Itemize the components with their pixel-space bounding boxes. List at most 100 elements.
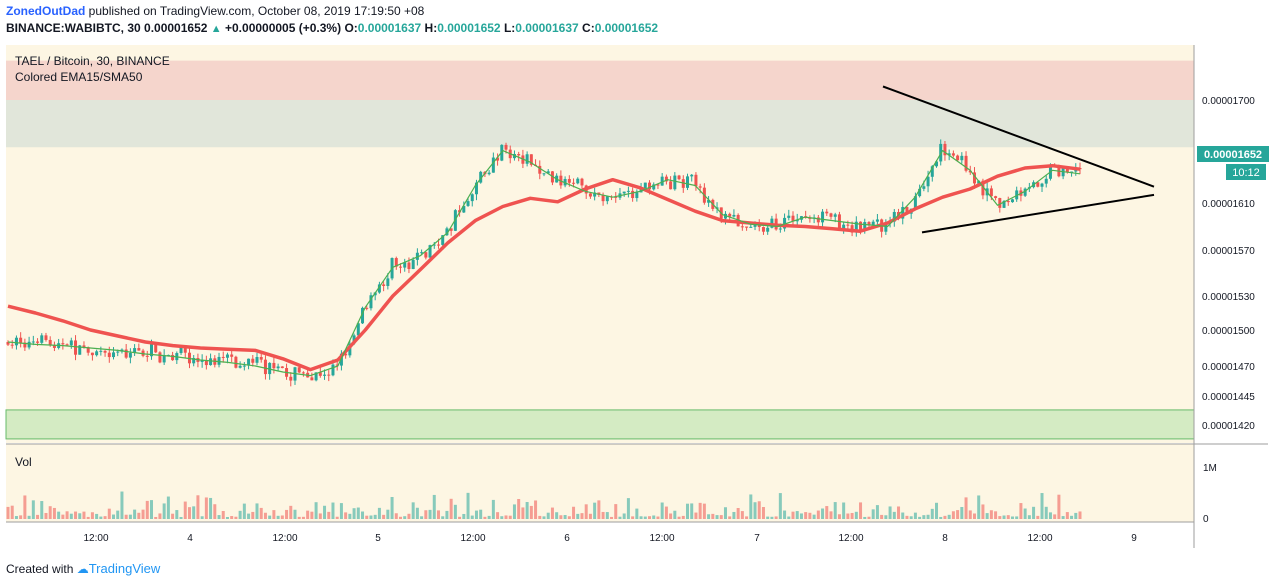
author-link[interactable]: ZonedOutDad xyxy=(6,4,86,18)
candle-body xyxy=(149,344,153,357)
candle-body xyxy=(685,176,689,188)
volume-bar xyxy=(935,502,939,519)
indicator-legend[interactable]: Colored EMA15/SMA50 xyxy=(15,70,143,84)
volume-bar xyxy=(639,516,643,519)
volume-bar xyxy=(166,496,170,519)
candle-body xyxy=(740,226,744,228)
candle-body xyxy=(217,356,221,365)
volume-bar xyxy=(441,516,445,519)
series-legend[interactable]: TAEL / Bitcoin, 30, BINANCE xyxy=(15,54,170,68)
volume-bar xyxy=(728,516,732,519)
volume-bar xyxy=(576,513,580,519)
volume-bar xyxy=(584,504,588,519)
candle-body xyxy=(783,217,787,229)
candle-body xyxy=(504,144,508,150)
volume-bar xyxy=(837,514,841,519)
volume-bar xyxy=(390,496,394,519)
volume-bar xyxy=(652,515,656,519)
candle-body xyxy=(1040,183,1044,187)
volume-bar xyxy=(331,502,335,519)
x-axis-label: 12:00 xyxy=(838,533,863,544)
volume-bar xyxy=(1078,511,1082,519)
candle-body xyxy=(778,228,782,230)
candle-body xyxy=(989,188,993,197)
candle-body xyxy=(234,356,238,368)
volume-bar xyxy=(745,516,749,519)
candle-body xyxy=(263,359,267,375)
candle-body xyxy=(859,221,863,231)
volume-bar xyxy=(711,513,715,519)
tradingview-brand[interactable]: TradingView xyxy=(88,561,161,576)
volume-bar xyxy=(213,504,217,519)
candle-body xyxy=(162,355,166,363)
volume-bar xyxy=(204,497,208,519)
volume-bar xyxy=(112,514,116,519)
ema15-line xyxy=(7,150,1081,377)
volume-bar xyxy=(1019,503,1023,519)
volume-bar xyxy=(420,516,424,519)
candle-body xyxy=(323,374,327,376)
candle-body xyxy=(905,207,909,214)
volume-bar xyxy=(736,507,740,519)
candle-body xyxy=(479,171,483,183)
candle-body xyxy=(470,194,474,202)
created-with-text: Created with xyxy=(6,562,74,576)
candle-body xyxy=(913,196,917,209)
volume-bar xyxy=(310,511,314,519)
y-axis-label: 0.00001445 xyxy=(1202,392,1255,403)
volume-bar xyxy=(449,498,453,519)
volume-bar xyxy=(804,512,808,519)
candle-body xyxy=(487,172,491,175)
candle-body xyxy=(994,196,998,199)
candle-body xyxy=(745,226,749,228)
candle-body xyxy=(1065,168,1069,173)
volume-bar xyxy=(643,516,647,519)
candle-body xyxy=(377,284,381,293)
volume-legend[interactable]: Vol xyxy=(15,455,32,469)
volume-bar xyxy=(187,507,191,519)
low-label: L: xyxy=(503,21,516,35)
candle-body xyxy=(496,157,500,161)
volume-bar xyxy=(27,515,31,519)
candle-body xyxy=(517,154,521,156)
triangle-lower-line[interactable] xyxy=(921,193,1155,234)
volume-bar xyxy=(297,516,301,519)
candle-body xyxy=(318,372,322,376)
volume-bar xyxy=(871,509,875,519)
candle-body xyxy=(863,222,867,231)
volume-bar xyxy=(787,516,791,519)
candle-body xyxy=(238,365,242,368)
volume-bar xyxy=(512,504,516,519)
candle-body xyxy=(99,350,103,352)
candle-body xyxy=(344,353,348,356)
candle-body xyxy=(614,196,618,198)
volume-bar xyxy=(247,513,251,519)
volume-bar xyxy=(314,502,318,519)
volume-bar xyxy=(715,515,719,519)
volume-bar xyxy=(57,511,61,519)
y-axis-label: 0.00001570 xyxy=(1202,246,1255,257)
volume-bar xyxy=(466,492,470,519)
volume-bar xyxy=(445,510,449,519)
volume-bar xyxy=(774,516,778,519)
volume-bar xyxy=(175,510,179,519)
volume-bar xyxy=(10,505,14,519)
candle-body xyxy=(310,377,314,381)
change-value: +0.00000005 (+0.3%) xyxy=(225,21,342,35)
volume-bar xyxy=(48,506,52,519)
volume-bar xyxy=(707,514,711,519)
candle-body xyxy=(394,258,398,267)
volume-bar xyxy=(1074,512,1078,519)
candle-body xyxy=(69,340,73,346)
candle-body xyxy=(158,352,162,363)
volume-bar xyxy=(65,511,69,519)
candle-body xyxy=(74,340,78,355)
candle-body xyxy=(31,341,35,343)
triangle-upper-line[interactable] xyxy=(882,85,1155,188)
candle-body xyxy=(399,266,403,268)
candle-body xyxy=(766,227,770,232)
candle-body xyxy=(677,175,681,180)
volume-bar xyxy=(69,513,73,519)
candle-body xyxy=(825,211,829,214)
